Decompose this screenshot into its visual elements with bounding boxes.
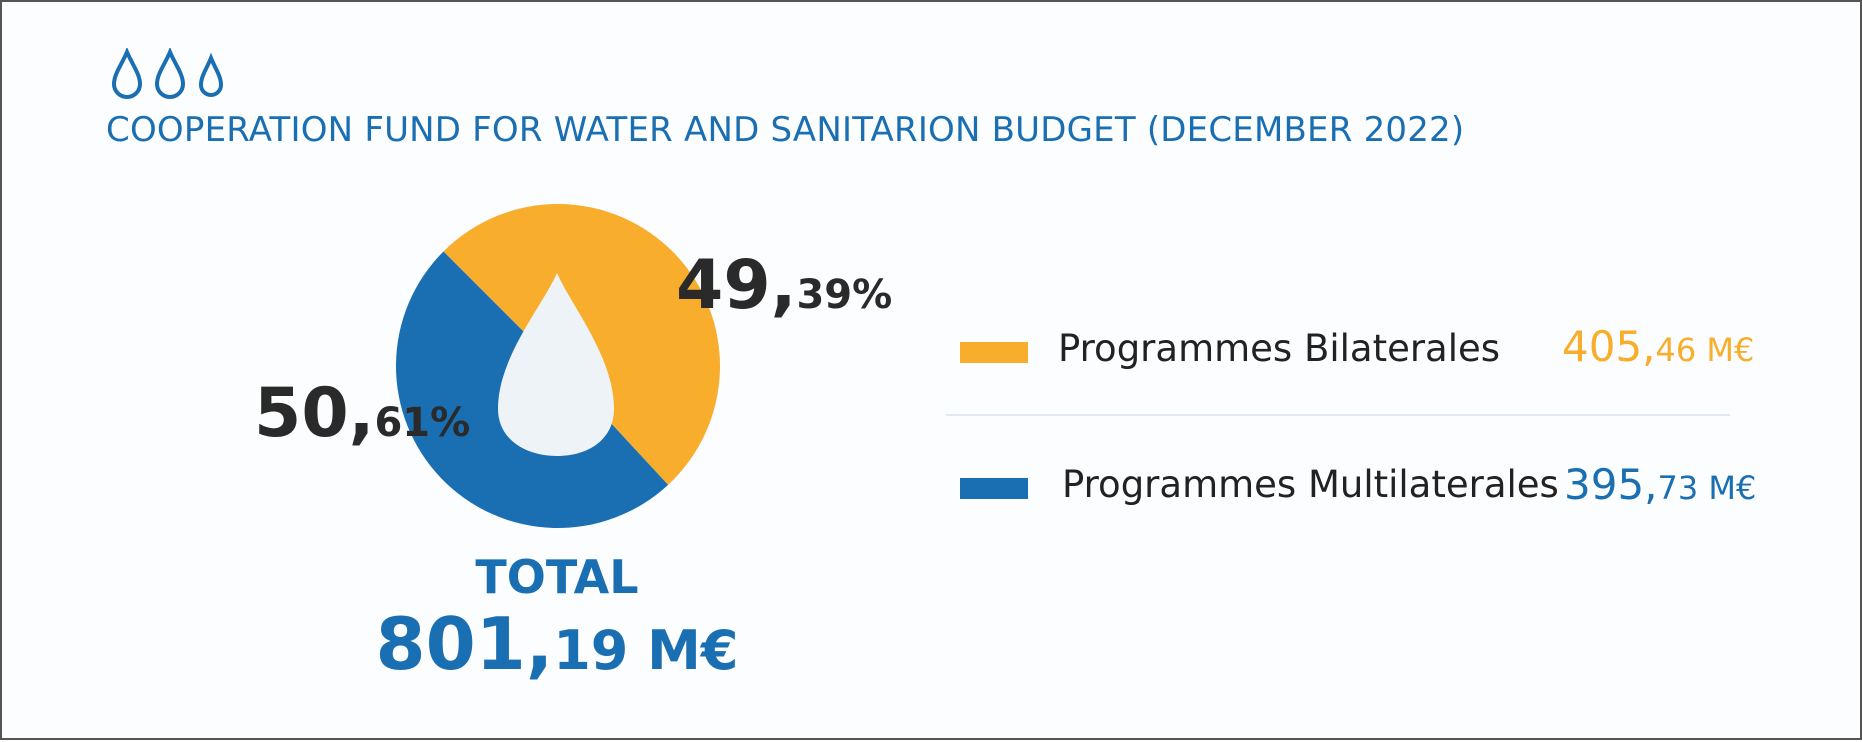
legend-value-bilateral-decimal: 46 M€	[1655, 331, 1755, 369]
legend-value-multilateral: 395,73 M€	[1564, 464, 1756, 506]
water-drop-icon	[111, 48, 143, 99]
slice-label-bilateral-decimal: 61%	[374, 400, 471, 446]
chart-title: COOPERATION FUND FOR WATER AND SANITARIO…	[106, 110, 1465, 150]
water-drop-icon	[154, 48, 186, 99]
legend-value-bilateral: 405,46 M€	[1562, 326, 1754, 368]
slice-label-multilateral-decimal: 39%	[796, 272, 893, 318]
legend-swatch-multilateral	[960, 478, 1028, 499]
legend-label-bilateral: Programmes Bilaterales	[1058, 327, 1501, 370]
legend-divider	[946, 414, 1730, 416]
total-value-decimal: 19 M€	[553, 619, 739, 682]
total-value-integer: 801,	[375, 602, 554, 686]
legend-value-bilateral-integer: 405,	[1562, 322, 1656, 371]
legend-label-multilateral: Programmes Multilaterales	[1062, 463, 1559, 506]
slice-label-multilateral: 49,39%	[676, 252, 892, 320]
slice-label-bilateral: 50,61%	[254, 380, 470, 448]
total-value: 801,19 M€	[302, 608, 812, 680]
large-water-drop-icon	[498, 273, 614, 456]
legend-swatch-bilateral	[960, 342, 1028, 363]
water-drop-icon	[198, 52, 224, 97]
legend-value-multilateral-integer: 395,	[1564, 460, 1658, 509]
total-label: TOTAL	[475, 550, 639, 604]
legend-value-multilateral-decimal: 73 M€	[1657, 469, 1757, 507]
slice-label-multilateral-integer: 49,	[676, 246, 797, 325]
water-drops-decoration	[111, 48, 224, 99]
slice-label-bilateral-integer: 50,	[254, 374, 375, 453]
